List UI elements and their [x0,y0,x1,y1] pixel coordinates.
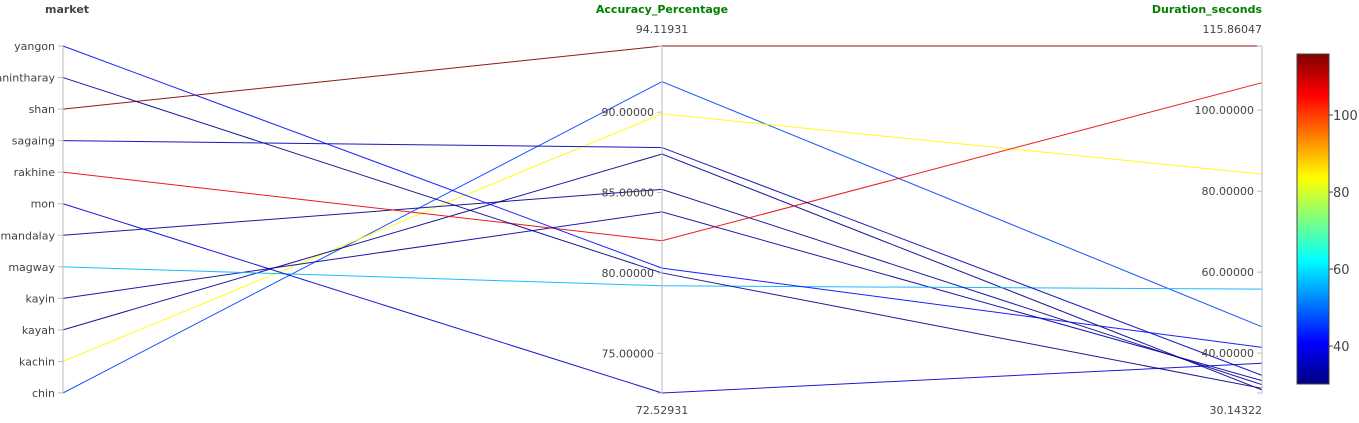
colorbar-tick-label: 100 [1333,109,1358,124]
tick-label: 90.00000 [602,106,655,119]
tick-label: 40.00000 [1202,347,1255,360]
axis-title: Accuracy_Percentage [596,3,728,16]
tick-label: 60.00000 [1202,266,1255,279]
tick-label: mon [31,198,55,211]
tick-label: 80.00000 [602,267,655,280]
axes-layer: market chin kachin kayah kayin magway mandalay… [0,3,1263,417]
tick-label: 85.00000 [602,187,655,200]
tick-label: shan [29,103,55,116]
colorbar-tick-label: 60 [1333,263,1350,278]
axis-market: market chin kachin kayah kayin magway mandalay… [0,3,89,400]
tick-label: sagaing [12,135,55,148]
axis-Duration_seconds: Duration_seconds 115.86047 30.14322 40.0000… [1152,3,1263,417]
tick-label: yangon [14,40,55,53]
tick-label: chin [32,387,55,400]
range-min-label: 30.14322 [1210,404,1263,417]
range-min-label: 72.52931 [636,404,689,417]
tick-label: tanintharay [0,72,55,85]
colorbar: 40 60 80 100 [1296,53,1358,385]
tick-label: kayin [26,292,55,305]
range-max-label: 115.86047 [1203,23,1263,36]
tick-label: 100.00000 [1195,104,1255,117]
tick-label: kachin [19,355,55,368]
colorbar-gradient [1296,53,1330,385]
axis-title: Duration_seconds [1152,3,1263,16]
axis-title: market [45,3,89,16]
colorbar-tick-label: 40 [1333,340,1350,355]
axis-Accuracy_Percentage: Accuracy_Percentage 94.11931 72.52931 75.00… [596,3,728,417]
tick-label: mandalay [1,229,56,242]
tick-label: rakhine [14,166,56,179]
range-max-label: 94.11931 [636,23,689,36]
tick-label: kayah [22,324,55,337]
tick-label: magway [8,261,55,274]
colorbar-tick-label: 80 [1333,186,1350,201]
tick-label: 75.00000 [602,347,655,360]
tick-label: 80.00000 [1202,185,1255,198]
